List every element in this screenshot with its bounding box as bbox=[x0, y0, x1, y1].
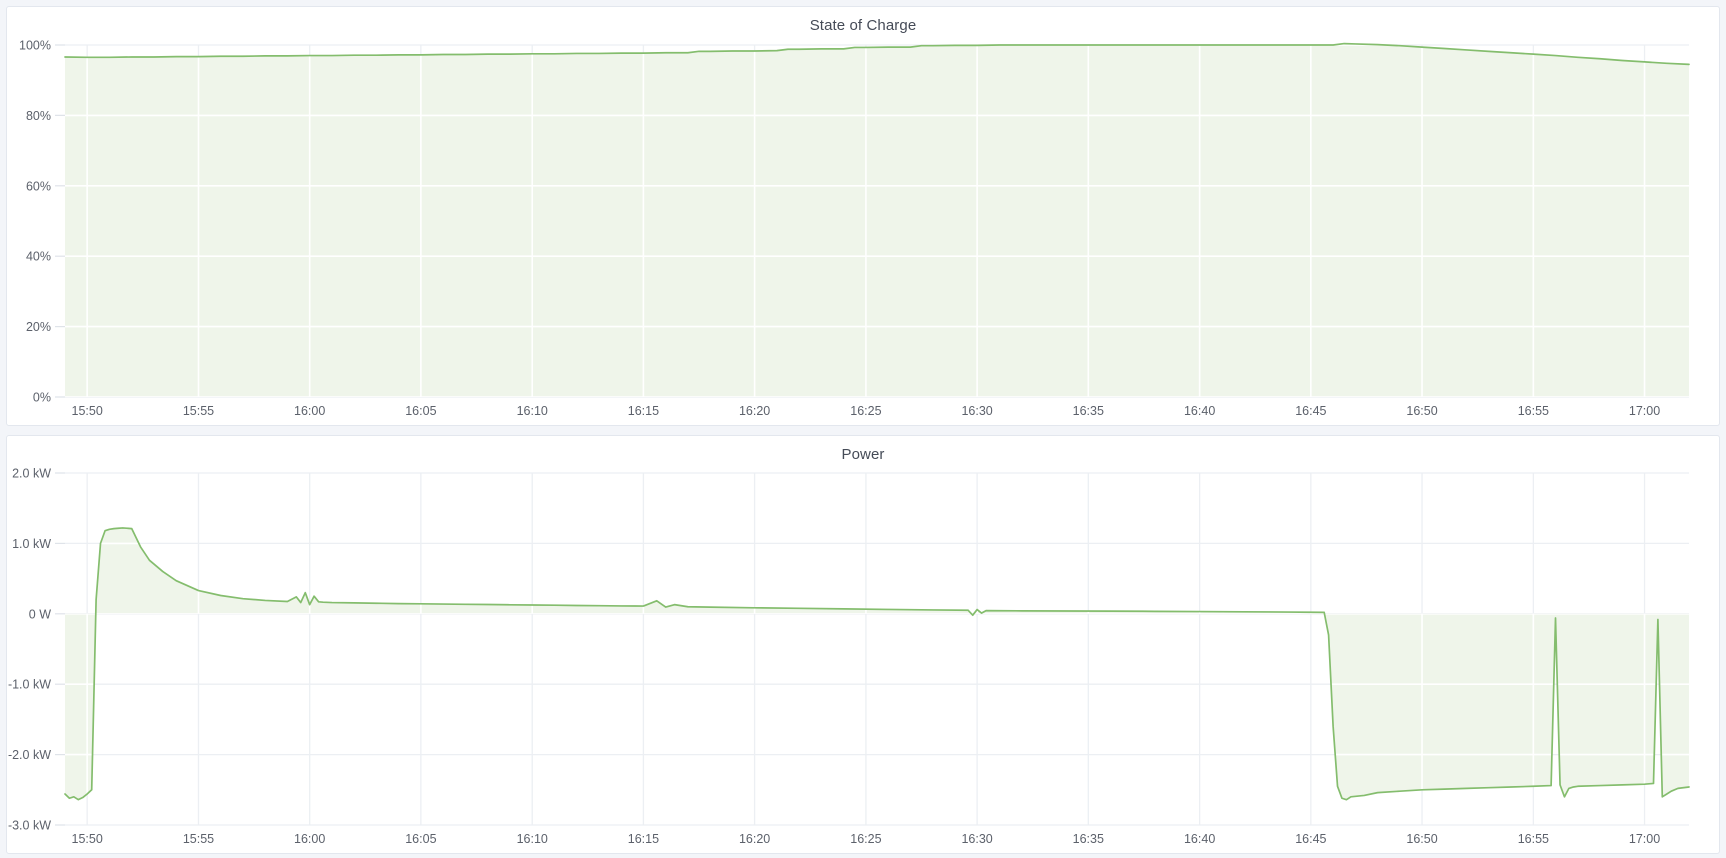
x-axis-tick: 16:30 bbox=[961, 404, 992, 418]
x-axis-tick: 15:55 bbox=[183, 404, 214, 418]
panel-state-of-charge: State of Charge 0% 20% 40% 60% 80% 100% 15:50 1… bbox=[6, 6, 1720, 426]
x-axis-tick: 16:15 bbox=[628, 404, 659, 418]
y-axis-tick: 2.0 kW bbox=[12, 467, 51, 481]
y-axis-tick: 0% bbox=[33, 390, 51, 404]
panel-title-power: Power bbox=[841, 445, 885, 463]
x-axis-tick: 16:15 bbox=[628, 832, 659, 846]
x-axis-tick: 16:40 bbox=[1184, 404, 1215, 418]
y-axis-tick: -3.0 kW bbox=[8, 819, 51, 833]
x-axis-tick: 16:55 bbox=[1518, 404, 1549, 418]
x-axis-tick: 16:10 bbox=[517, 832, 548, 846]
x-axis-tick: 17:00 bbox=[1629, 404, 1660, 418]
y-axis-tick: 1.0 kW bbox=[12, 537, 51, 551]
x-axis-tick: 16:35 bbox=[1073, 832, 1104, 846]
power-chart[interactable]: 2.0 kW 1.0 kW 0 W -1.0 kW -2.0 kW -3.0 kW 15:5… bbox=[7, 465, 1719, 853]
series-fill bbox=[65, 43, 1689, 397]
x-axis-tick: 15:50 bbox=[72, 832, 103, 846]
y-axis-tick: 80% bbox=[26, 108, 51, 122]
x-axis-tick: 16:40 bbox=[1184, 832, 1215, 846]
x-axis-tick: 16:10 bbox=[517, 404, 548, 418]
chart-area-power[interactable]: 2.0 kW 1.0 kW 0 W -1.0 kW -2.0 kW -3.0 kW 15:5… bbox=[7, 465, 1719, 853]
series-line bbox=[64, 527, 1690, 801]
y-axis-tick: -2.0 kW bbox=[8, 748, 51, 762]
x-axis-tick: 16:00 bbox=[294, 404, 325, 418]
x-axis-tick: 16:50 bbox=[1406, 832, 1437, 846]
x-axis-tick: 16:25 bbox=[850, 404, 881, 418]
panel-power: Power 2.0 kW 1.0 kW 0 W -1.0 kW -2.0 kW -3.0 … bbox=[6, 434, 1720, 854]
axis-labels: 0% 20% 40% 60% 80% 100% 15:50 15:55 16:00 16:05 16… bbox=[19, 38, 1660, 418]
x-axis-tick: 16:45 bbox=[1295, 404, 1326, 418]
y-axis-tick: 20% bbox=[26, 320, 51, 334]
x-axis-tick: 16:45 bbox=[1295, 832, 1326, 846]
panel-title-state-of-charge: State of Charge bbox=[809, 17, 917, 34]
x-axis-tick: 16:30 bbox=[961, 832, 992, 846]
x-axis-tick: 17:00 bbox=[1629, 832, 1660, 846]
series-line bbox=[64, 42, 1690, 65]
x-axis-tick: 16:05 bbox=[405, 832, 436, 846]
x-axis-tick: 16:20 bbox=[739, 832, 770, 846]
x-axis-tick: 16:35 bbox=[1073, 404, 1104, 418]
series-fill bbox=[65, 527, 1689, 800]
y-axis-tick: 40% bbox=[26, 249, 51, 263]
y-axis-tick: 100% bbox=[19, 38, 51, 52]
x-axis-tick: 15:55 bbox=[183, 832, 214, 846]
x-axis-tick: 15:50 bbox=[72, 404, 103, 418]
x-axis-tick: 16:50 bbox=[1406, 404, 1437, 418]
gridlines-over-fill bbox=[65, 43, 1689, 397]
y-axis-tick: -1.0 kW bbox=[8, 678, 51, 692]
x-axis-tick: 16:20 bbox=[739, 404, 770, 418]
x-axis-tick: 16:25 bbox=[850, 832, 881, 846]
chart-area-state-of-charge[interactable]: 0% 20% 40% 60% 80% 100% 15:50 15:55 16:00 16:05 16… bbox=[7, 37, 1719, 425]
x-axis-tick: 16:05 bbox=[405, 404, 436, 418]
axis-labels: 2.0 kW 1.0 kW 0 W -1.0 kW -2.0 kW -3.0 kW 15:5… bbox=[8, 467, 1660, 847]
x-axis-tick: 16:55 bbox=[1518, 832, 1549, 846]
y-axis-tick: 0 W bbox=[29, 607, 51, 621]
y-axis-tick: 60% bbox=[26, 179, 51, 193]
x-axis-tick: 16:00 bbox=[294, 832, 325, 846]
state-of-charge-chart[interactable]: 0% 20% 40% 60% 80% 100% 15:50 15:55 16:00 16:05 16… bbox=[7, 37, 1719, 425]
